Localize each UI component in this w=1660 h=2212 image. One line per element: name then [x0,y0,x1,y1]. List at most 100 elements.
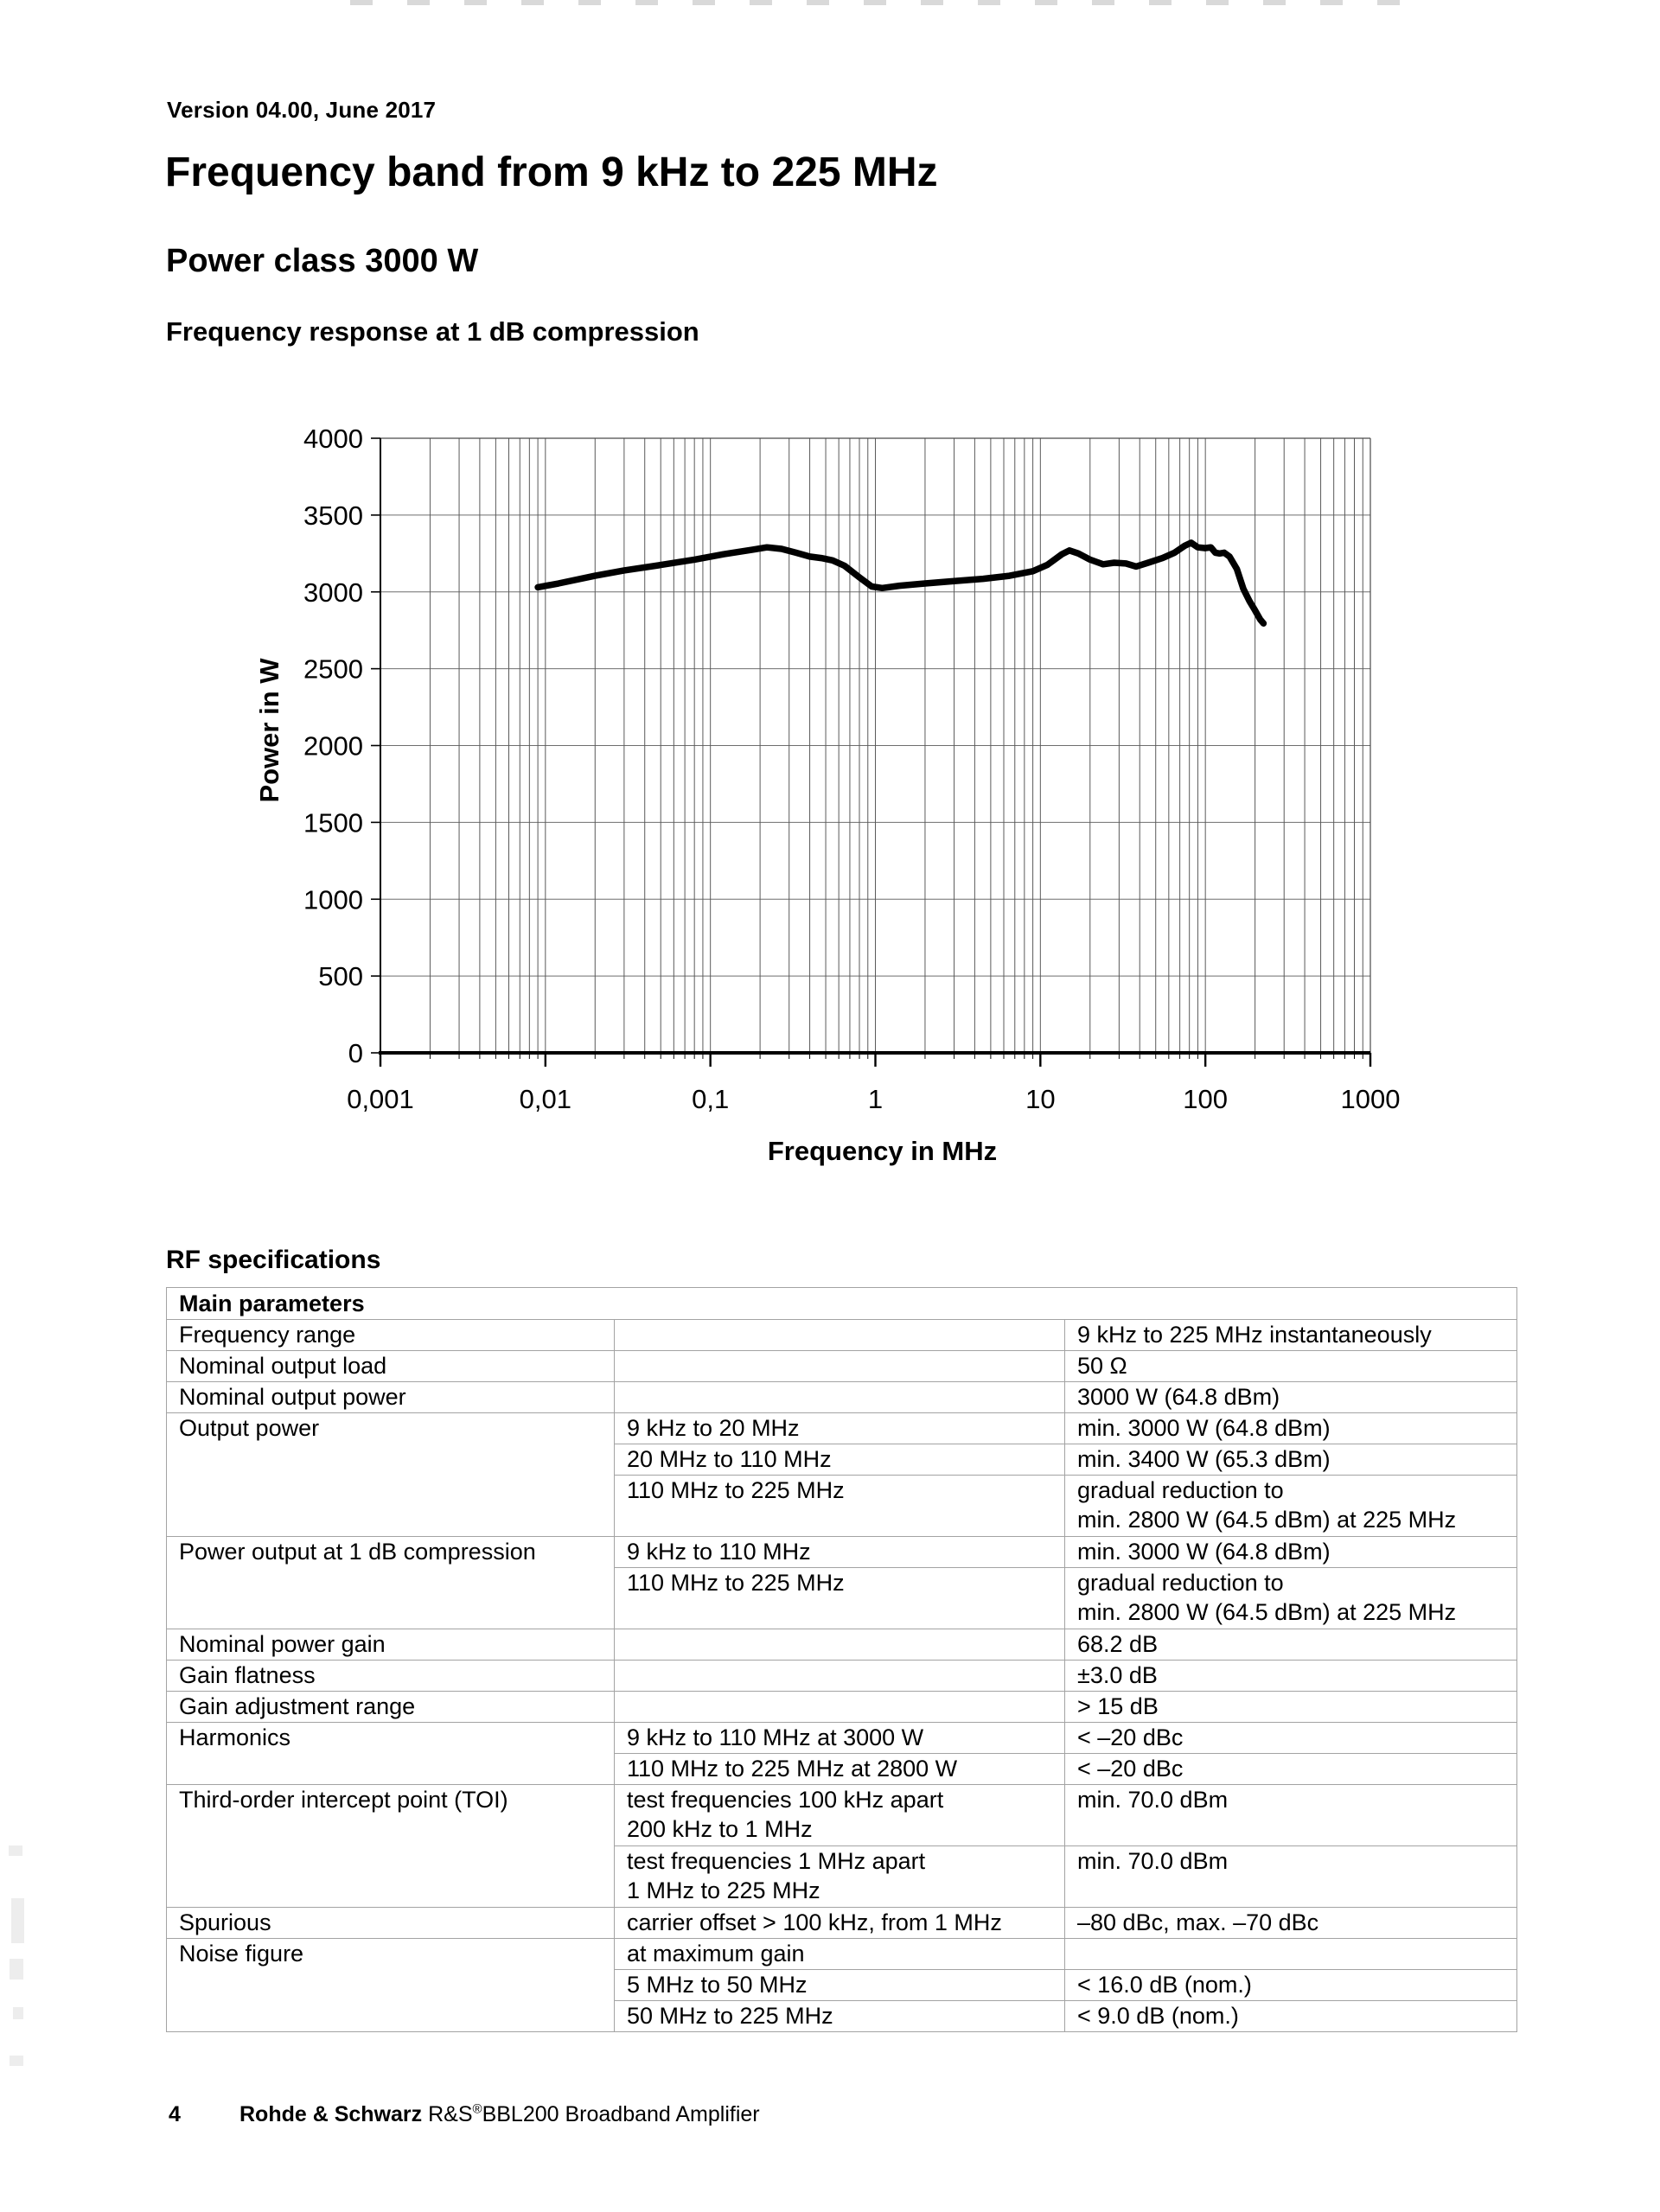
page-footer: 4 Rohde & Schwarz R&S®BBL200 Broadband Am… [169,2102,760,2127]
cell-line: 20 MHz to 110 MHz [627,1446,832,1472]
page-top-artifact [464,0,487,5]
cell-line: Noise figure [179,1941,304,1967]
cell-line: 50 Ω [1077,1353,1127,1379]
param-cell: Gain flatness [166,1660,615,1692]
cell-line: Gain adjustment range [179,1693,416,1719]
page-top-artifact [1263,0,1286,5]
param-cell: Third-order intercept point (TOI) [166,1784,615,1908]
rf-specifications-heading: RF specifications [166,1246,381,1274]
cell-line: 110 MHz to 225 MHz [627,1477,845,1503]
table-row: 50 MHz to 225 MHz < 9.0 dB (nom.) [167,2000,1517,2032]
table-header-cell: Main parameters [179,1291,365,1316]
value-cell: 50 Ω [1064,1350,1517,1382]
table-header-row: Main parameters [167,1288,1517,1320]
value-cell: 3000 W (64.8 dBm) [1064,1381,1517,1413]
table-row: Power output at 1 dB compression 9 kHz to… [166,1536,1517,1629]
param-cell: Nominal output load [166,1350,615,1382]
table-row: 110 MHz to 225 MHz at 2800 W < –20 dBc [167,1753,1517,1785]
x-tick-label: 10 [1025,1084,1055,1114]
condition-cell [614,1350,1065,1382]
value-cell: min. 70.0 dBm [1064,1845,1517,1908]
x-tick-label: 0,01 [520,1084,571,1114]
page-top-artifact [1377,0,1400,5]
footer-brand: Rohde & Schwarz [239,2102,423,2126]
page-top-artifact [864,0,886,5]
cell-line: Power output at 1 dB compression [179,1539,536,1565]
cell-line: –80 dBc, max. –70 dBc [1077,1909,1319,1935]
cell-line: Nominal output load [179,1353,387,1379]
cell-line: < –2​0 dBc [1077,1724,1184,1750]
version-line: Version 04.00, June 2017 [167,97,437,123]
param-cell: Nominal power gain [166,1629,615,1661]
table-row: test frequencies 1 MHz apart 1 MHz to 225… [167,1845,1517,1908]
page-top-artifact [750,0,772,5]
page-top-artifact [1320,0,1343,5]
y-tick-label: 500 [318,961,363,991]
page-top-artifact [1149,0,1172,5]
page-margin-artifact [10,2056,23,2066]
cell-line: Spurious [179,1909,271,1935]
page-top-artifact [350,0,373,5]
value-cell: min. 3000 W (64.8 dBm) [1064,1536,1517,1568]
y-tick-label: 3500 [303,500,363,531]
condition-cell: 20 MHz to 110 MHz [614,1444,1065,1476]
page-top-artifact [921,0,943,5]
table-row: Frequency range 9 kHz to 225 MHz instanta… [166,1319,1517,1351]
value-cell: < 9.0 dB (nom.) [1064,2000,1517,2032]
condition-cell [614,1660,1065,1692]
cell-line: 9 kHz to 110 MHz [627,1539,811,1565]
value-cell: > 15 dB [1064,1691,1517,1723]
cell-line: < 16.0 dB (nom.) [1077,1972,1252,1998]
value-cell: min. 70.0 dBm [1064,1784,1517,1846]
table-row: Gain adjustment range > 15 dB [166,1691,1517,1723]
cell-line: min. 3400 W (65.3 dBm) [1077,1446,1331,1472]
cell-line: 200 kHz to 1 MHz [627,1816,813,1842]
cell-line: gradual reduction to [1077,1477,1284,1503]
cell-line: Output power [179,1415,320,1441]
y-tick-label: 2500 [303,654,363,685]
page-top-artifact [521,0,544,5]
table-row: 20 MHz to 110 MHz min. 3400 W (65.3 dBm) [167,1444,1517,1476]
cell-line: gradual reduction to [1077,1570,1284,1596]
cell-line: min. 2800 W (64.5 dBm) at 225 MHz [1077,1599,1457,1625]
page-top-artifact [1035,0,1057,5]
y-tick-label: 1000 [303,884,363,915]
cell-line: 110 MHz to 225 MHz at 2800 W [627,1756,958,1782]
table-row: Nominal power gain 68.2 dB [166,1629,1517,1661]
condition-cell: 110 MHz to 225 MHz [614,1567,1065,1629]
x-tick-label: 0,1 [692,1084,729,1114]
table-row: Nominal output load 50 Ω [166,1350,1517,1382]
param-cell: Frequency range [166,1319,615,1351]
cell-line: 9 kHz to 110 MHz at 3000 W [627,1724,924,1750]
table-row: Nominal output power 3000 W (64.8 dBm) [166,1381,1517,1413]
cell-line: > 15 dB [1077,1693,1159,1719]
table-row: Third-order intercept point (TOI) test fr… [166,1784,1517,1908]
power-class-subtitle: Power class 3000 W [166,243,479,279]
param-cell: Output power [166,1412,615,1537]
chart-heading: Frequency response at 1 dB compression [166,316,699,347]
condition-cell: 5 MHz to 50 MHz [614,1969,1065,2001]
param-cell: Gain adjustment range [166,1691,615,1723]
registered-trademark-icon: ® [472,2101,482,2117]
page-margin-artifact [11,1898,24,1943]
cell-line: 9 kHz to 225 MHz instantaneously [1077,1322,1432,1348]
table-row: Spurious carrier offset > 100 kHz, from 1… [166,1907,1517,1939]
value-cell: 9 kHz to 225 MHz instantaneously [1064,1319,1517,1351]
param-cell: Spurious [166,1907,615,1939]
cell-line: 3000 W (64.8 dBm) [1077,1384,1280,1410]
page-top-artifact [407,0,430,5]
table-row: Noise figure at maximum gain [166,1938,1517,2032]
x-tick-label: 100 [1183,1084,1228,1114]
cell-line: min. 3000 W (64.8 dBm) [1077,1415,1331,1441]
condition-cell: at maximum gain [614,1938,1065,1970]
x-tick-label: 1 [868,1084,883,1114]
condition-cell: carrier offset > 100 kHz, from 1 MHz [614,1907,1065,1939]
value-cell [1064,1938,1517,1970]
x-tick-label: 0,001 [347,1084,414,1114]
cell-line: Harmonics [179,1724,291,1750]
cell-line: < 9.0 dB (nom.) [1077,2003,1239,2029]
cell-line: at maximum gain [627,1941,805,1967]
table-row: 110 MHz to 225 MHz gradual reduction to mi… [167,1567,1517,1629]
